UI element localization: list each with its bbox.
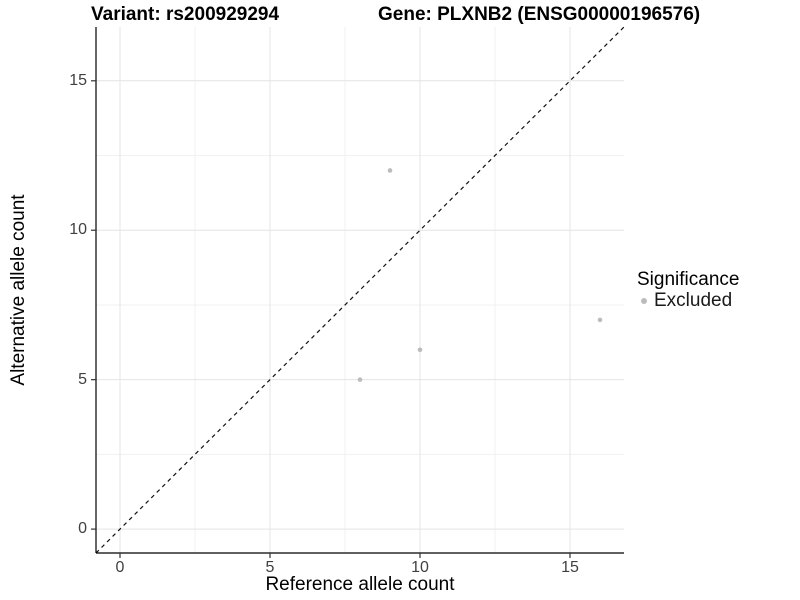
identity-dashed-line: [95, 26, 625, 554]
y-tick-label: 15: [69, 71, 87, 89]
data-point: [357, 377, 363, 382]
y-tick-label: 0: [78, 520, 87, 538]
y-tick-label: 10: [69, 221, 87, 239]
x-tick-label: 15: [561, 559, 579, 576]
x-tick-label: 10: [411, 559, 429, 576]
plot-title-variant: Variant: rs200929294: [91, 4, 280, 25]
legend-title: Significance: [637, 269, 740, 290]
legend-item-excluded: Excluded: [641, 290, 732, 312]
y-axis-title: Alternative allele count: [8, 194, 29, 386]
x-tick-label: 5: [265, 559, 275, 576]
y-tick-label: 5: [78, 370, 87, 388]
legend-item-label: Excluded: [654, 290, 733, 311]
legend-point-icon: [641, 298, 647, 304]
data-point: [597, 317, 603, 323]
x-tick-label: 0: [115, 559, 125, 576]
x-axis-title: Reference allele count: [265, 574, 455, 595]
data-point: [417, 347, 423, 353]
data-point: [387, 168, 393, 173]
plot-title-gene: Gene: PLXNB2 (ENSG00000196576): [378, 4, 701, 25]
